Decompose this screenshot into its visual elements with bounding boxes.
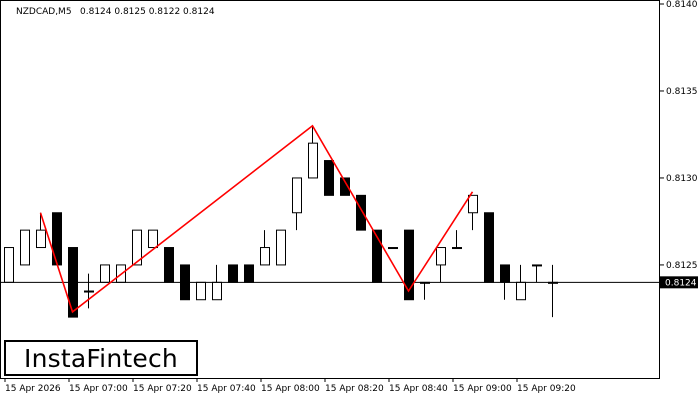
candle-body-bullish (132, 229, 142, 266)
x-tick-label: 15 Apr 2026 (5, 384, 61, 394)
x-tick-label: 15 Apr 07:20 (133, 384, 192, 394)
candle (260, 230, 270, 266)
x-tick-label: 15 Apr 07:00 (69, 384, 128, 394)
candle-body-bullish (452, 247, 462, 250)
candle (452, 230, 462, 250)
chart-title: NZDCAD,M5 (16, 7, 72, 17)
candle-body-bearish (500, 264, 510, 283)
candle-body-bullish (100, 264, 110, 283)
candle-body-bullish (276, 229, 286, 266)
candle (148, 229, 158, 249)
candle-body-bullish (4, 247, 14, 283)
candle-body-bearish (356, 194, 366, 231)
candle (36, 212, 46, 249)
y-tick-label: 0.8135 (666, 87, 698, 97)
candle (196, 281, 206, 301)
candle (228, 264, 238, 283)
current-price-tag-box (660, 276, 698, 289)
current-price-tag: 0.8124 (660, 276, 698, 289)
candle (4, 247, 14, 283)
pattern-line (39, 124, 474, 314)
candle-body-bullish (260, 247, 270, 266)
x-tick-label: 15 Apr 08:20 (325, 384, 384, 394)
x-tick-label: 15 Apr 07:40 (197, 384, 256, 394)
candle (84, 273, 94, 309)
candle-body-bearish (324, 160, 334, 196)
ohlc-readout: 0.8124 0.8125 0.8122 0.8124 (80, 7, 215, 17)
candle (292, 177, 302, 231)
instafintech-logo: InstaFintech (4, 340, 198, 376)
candle-body-bullish (388, 247, 398, 250)
x-tick-label: 15 Apr 08:40 (389, 384, 448, 394)
candle (532, 264, 542, 283)
candle (484, 212, 494, 283)
candle-body-bearish (228, 264, 238, 283)
candle (52, 212, 62, 266)
candle-body-bullish (148, 229, 158, 249)
x-axis: 15 Apr 2026 15 Apr 07:00 15 Apr 07:20 15 Ap… (4, 378, 576, 394)
x-tick-label: 15 Apr 08:00 (261, 384, 320, 394)
candle-body-bearish (340, 177, 350, 196)
candle-body-bullish (84, 290, 94, 293)
candle-body-bearish (52, 212, 62, 266)
candle-body-bullish (436, 247, 446, 266)
candle (468, 194, 478, 231)
candle (324, 160, 334, 196)
candle-body-bullish (212, 281, 222, 301)
candle (20, 229, 30, 266)
candle-body-bullish (36, 229, 46, 249)
logo-text: InstaFintech (24, 343, 178, 373)
candle (132, 229, 142, 266)
y-tick-label: 0.8140 (666, 0, 698, 10)
candle (244, 264, 254, 283)
candle (100, 264, 110, 283)
candle-body-bullish (516, 281, 526, 301)
candle-body-bullish (468, 194, 478, 214)
candle (404, 229, 414, 301)
candle-body-bullish (308, 142, 318, 179)
candle-body-bullish (196, 281, 206, 301)
current-price-label: 0.8124 (665, 278, 697, 288)
candle-body-bearish (244, 264, 254, 283)
candle (276, 229, 286, 266)
y-tick-label: 0.8125 (666, 261, 698, 271)
x-tick-label: 15 Apr 09:20 (517, 384, 576, 394)
candle (164, 247, 174, 283)
candle (308, 125, 318, 179)
y-axis: 0.8125 0.8130 0.8135 0.8140 (660, 0, 698, 271)
candle-body-bearish (164, 247, 174, 283)
candle (356, 194, 366, 231)
candle-body-bullish (532, 264, 542, 267)
candle-body-bullish (20, 229, 30, 266)
candle-body-bearish (404, 229, 414, 301)
y-tick-label: 0.8130 (666, 174, 698, 184)
candle (436, 247, 446, 283)
candle (388, 247, 398, 250)
x-tick-label: 15 Apr 09:00 (453, 384, 512, 394)
candle-body-bullish (292, 177, 302, 214)
candle-body-bearish (484, 212, 494, 283)
